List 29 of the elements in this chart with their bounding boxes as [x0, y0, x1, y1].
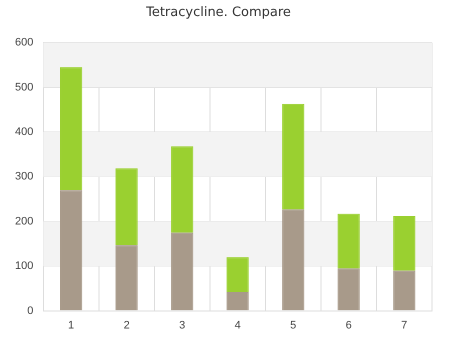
x-tick-label: 7 — [401, 319, 408, 332]
x-tick-label: 5 — [290, 319, 296, 332]
bar — [282, 209, 304, 310]
x-tick-label: 1 — [68, 319, 74, 332]
x-tick-label: 3 — [179, 319, 186, 332]
bar — [393, 270, 416, 310]
y-tick-label: 400 — [14, 126, 34, 138]
bar — [60, 190, 82, 310]
chart-title: Tetracycline. Compare — [145, 5, 291, 20]
y-tick-label: 0 — [27, 304, 34, 317]
bar — [116, 245, 138, 310]
x-tick-label: 6 — [346, 319, 352, 332]
bar — [226, 257, 249, 292]
bar — [60, 67, 82, 190]
bar — [282, 104, 304, 210]
y-tick-label: 300 — [14, 170, 34, 183]
bar — [226, 292, 249, 310]
y-tick-label: 600 — [14, 36, 34, 49]
x-tick-label: 4 — [234, 319, 241, 332]
bar — [116, 168, 138, 246]
x-tick-label: 2 — [124, 319, 130, 332]
y-tick-label: 200 — [14, 215, 34, 228]
bar — [338, 268, 360, 310]
y-tick-label: 500 — [14, 81, 34, 94]
y-tick-label: 100 — [14, 260, 34, 272]
bar — [393, 216, 416, 271]
bar — [171, 232, 194, 310]
bar — [171, 146, 194, 233]
bar — [338, 214, 360, 268]
